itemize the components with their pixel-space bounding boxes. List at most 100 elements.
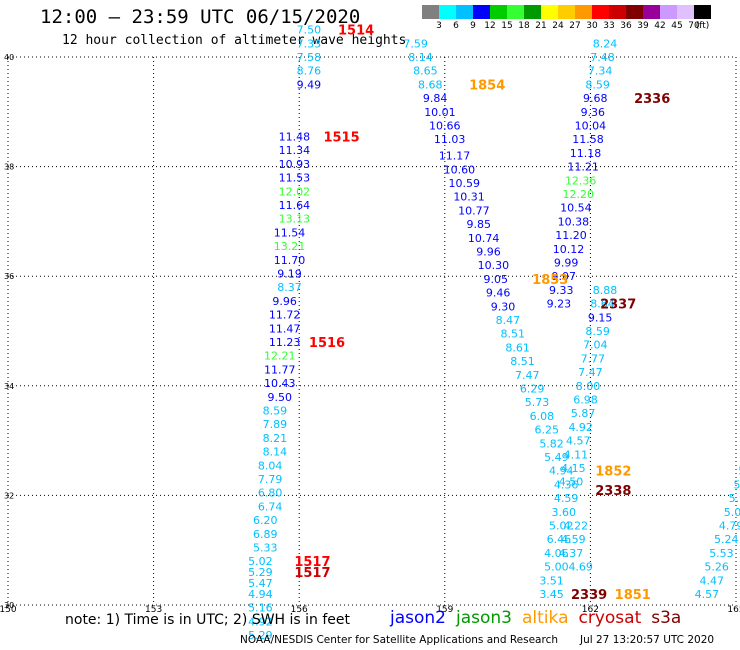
legend-label: 70 xyxy=(688,21,700,31)
wave-height-value: 11.48 xyxy=(279,130,311,143)
footer-organization: NOAA/NESDIS Center for Satellite Applica… xyxy=(240,634,558,646)
wave-height-value: 13.13 xyxy=(279,213,311,226)
legend-swatch xyxy=(473,5,490,19)
pass-time-label: 1853 xyxy=(532,273,568,288)
wave-height-value: 4.50 xyxy=(559,476,584,489)
page-title: 12:00 – 23:59 UTC 06/15/2020 xyxy=(40,6,361,28)
wave-height-value: 5.33 xyxy=(253,541,278,554)
legend-label: 21 xyxy=(535,21,547,31)
lat-tick-label: 40 xyxy=(4,53,14,62)
wave-height-value: 11.47 xyxy=(269,322,301,335)
wave-height-value: 12.02 xyxy=(279,185,311,198)
wave-height-value: 4.57 xyxy=(566,435,591,448)
wave-height-value: 11.64 xyxy=(279,199,311,212)
satellite-name: s3a xyxy=(651,608,682,628)
wave-height-value: 7.77 xyxy=(581,352,606,365)
wave-height-value: 7.47 xyxy=(578,366,603,379)
wave-height-value: 5.81 xyxy=(733,478,740,491)
wave-height-value: 8.00 xyxy=(576,380,601,393)
wave-height-value: 5.73 xyxy=(525,396,550,409)
wave-height-value: 11.18 xyxy=(570,147,602,160)
wave-height-value: 5.26 xyxy=(704,561,729,574)
wave-height-value: 9.46 xyxy=(486,287,511,300)
wave-height-value: 11.53 xyxy=(279,172,311,185)
wave-height-value: 7.58 xyxy=(297,51,322,64)
pass-time-label: 1516 xyxy=(309,336,345,351)
satellite-name: cryosat xyxy=(578,608,642,628)
legend-swatch xyxy=(609,5,626,19)
legend-swatch xyxy=(558,5,575,19)
wave-height-value: 8.14 xyxy=(408,51,433,64)
legend-swatch xyxy=(439,5,456,19)
lat-tick-label: 32 xyxy=(4,491,14,500)
wave-height-value: 4.59 xyxy=(561,533,586,546)
wave-height-value: 9.96 xyxy=(476,246,501,259)
legend-label: 3 xyxy=(436,21,442,31)
wave-height-value: 4.92 xyxy=(568,421,593,434)
legend-swatch xyxy=(490,5,507,19)
wave-height-value: 9.50 xyxy=(268,391,293,404)
wave-height-value: 8.88 xyxy=(593,284,618,297)
pass-time-label: 1851 xyxy=(615,588,651,603)
satellite-legend: jason2 jason3 altika cryosat s3a xyxy=(390,608,691,628)
wave-height-value: 6.29 xyxy=(520,383,545,396)
wave-height-value: 8.59 xyxy=(585,78,610,91)
wave-height-value: 11.77 xyxy=(264,363,296,376)
legend-label: 27 xyxy=(569,21,581,31)
legend-swatch xyxy=(660,5,677,19)
wave-height-value: 12.36 xyxy=(565,174,597,187)
wave-height-value: 7.34 xyxy=(588,65,613,78)
wave-height-value: 6.80 xyxy=(258,487,283,500)
wave-height-value: 6.98 xyxy=(573,394,598,407)
wave-height-value: 6.08 xyxy=(530,410,555,423)
wave-height-value: 10.38 xyxy=(558,215,590,228)
legend-label: 39 xyxy=(637,21,649,31)
wave-height-value: 6.25 xyxy=(534,424,559,437)
wave-height-value: 8.04 xyxy=(258,459,283,472)
legend-label: 9 xyxy=(470,21,476,31)
legend-swatch xyxy=(575,5,592,19)
wave-height-value: 7.47 xyxy=(515,369,540,382)
wave-height-value: 9.99 xyxy=(554,257,579,270)
wave-height-value: 9.84 xyxy=(423,92,448,105)
wave-height-value: 7.48 xyxy=(590,51,615,64)
wave-height-value: 10.77 xyxy=(458,204,490,217)
wave-height-value: 7.89 xyxy=(263,418,288,431)
pass-time-label: 2339 xyxy=(571,588,607,603)
wave-height-value: 4.94 xyxy=(549,465,574,478)
wave-height-value: 5.29 xyxy=(248,566,273,579)
wave-height-value: 10.30 xyxy=(478,259,510,272)
wave-height-value: 10.66 xyxy=(429,120,461,133)
legend-label: 42 xyxy=(654,21,666,31)
legend-swatch xyxy=(524,5,541,19)
wave-height-value: 4.22 xyxy=(564,520,589,533)
legend-label: 6 xyxy=(453,21,459,31)
lat-tick-label: 38 xyxy=(4,163,14,172)
wave-height-value: 3.60 xyxy=(551,506,576,519)
legend-swatch xyxy=(626,5,643,19)
wave-height-value: 5.02 xyxy=(248,555,273,568)
lon-tick-label: 165 xyxy=(727,605,740,615)
wave-height-value: 11.34 xyxy=(279,144,311,157)
wave-height-value: 10.93 xyxy=(279,158,311,171)
satellite-name: jason3 xyxy=(456,608,512,628)
wave-height-value: 4.06 xyxy=(544,547,569,560)
wave-height-value: 5.47 xyxy=(248,577,273,590)
wave-height-value: 6.46 xyxy=(547,533,572,546)
wave-height-value: 9.85 xyxy=(467,218,492,231)
lon-tick-label: 162 xyxy=(582,605,599,615)
wave-height-value: 5.49 xyxy=(544,451,569,464)
satellite-name: altika xyxy=(522,608,569,628)
wave-height-value: 11.20 xyxy=(555,229,587,242)
legend-label: (ft) xyxy=(695,21,710,31)
wave-height-value: 4.92 xyxy=(248,615,273,628)
wave-height-value: 4.37 xyxy=(559,547,584,560)
wave-height-value: 5.29 xyxy=(248,629,273,642)
wave-height-value: 4.94 xyxy=(248,588,273,601)
wave-height-value: 6.74 xyxy=(258,500,283,513)
page-subtitle: 12 hour collection of altimeter wave hei… xyxy=(62,33,407,48)
wave-height-value: 10.12 xyxy=(553,243,585,256)
wave-height-value: 4.57 xyxy=(695,588,720,601)
